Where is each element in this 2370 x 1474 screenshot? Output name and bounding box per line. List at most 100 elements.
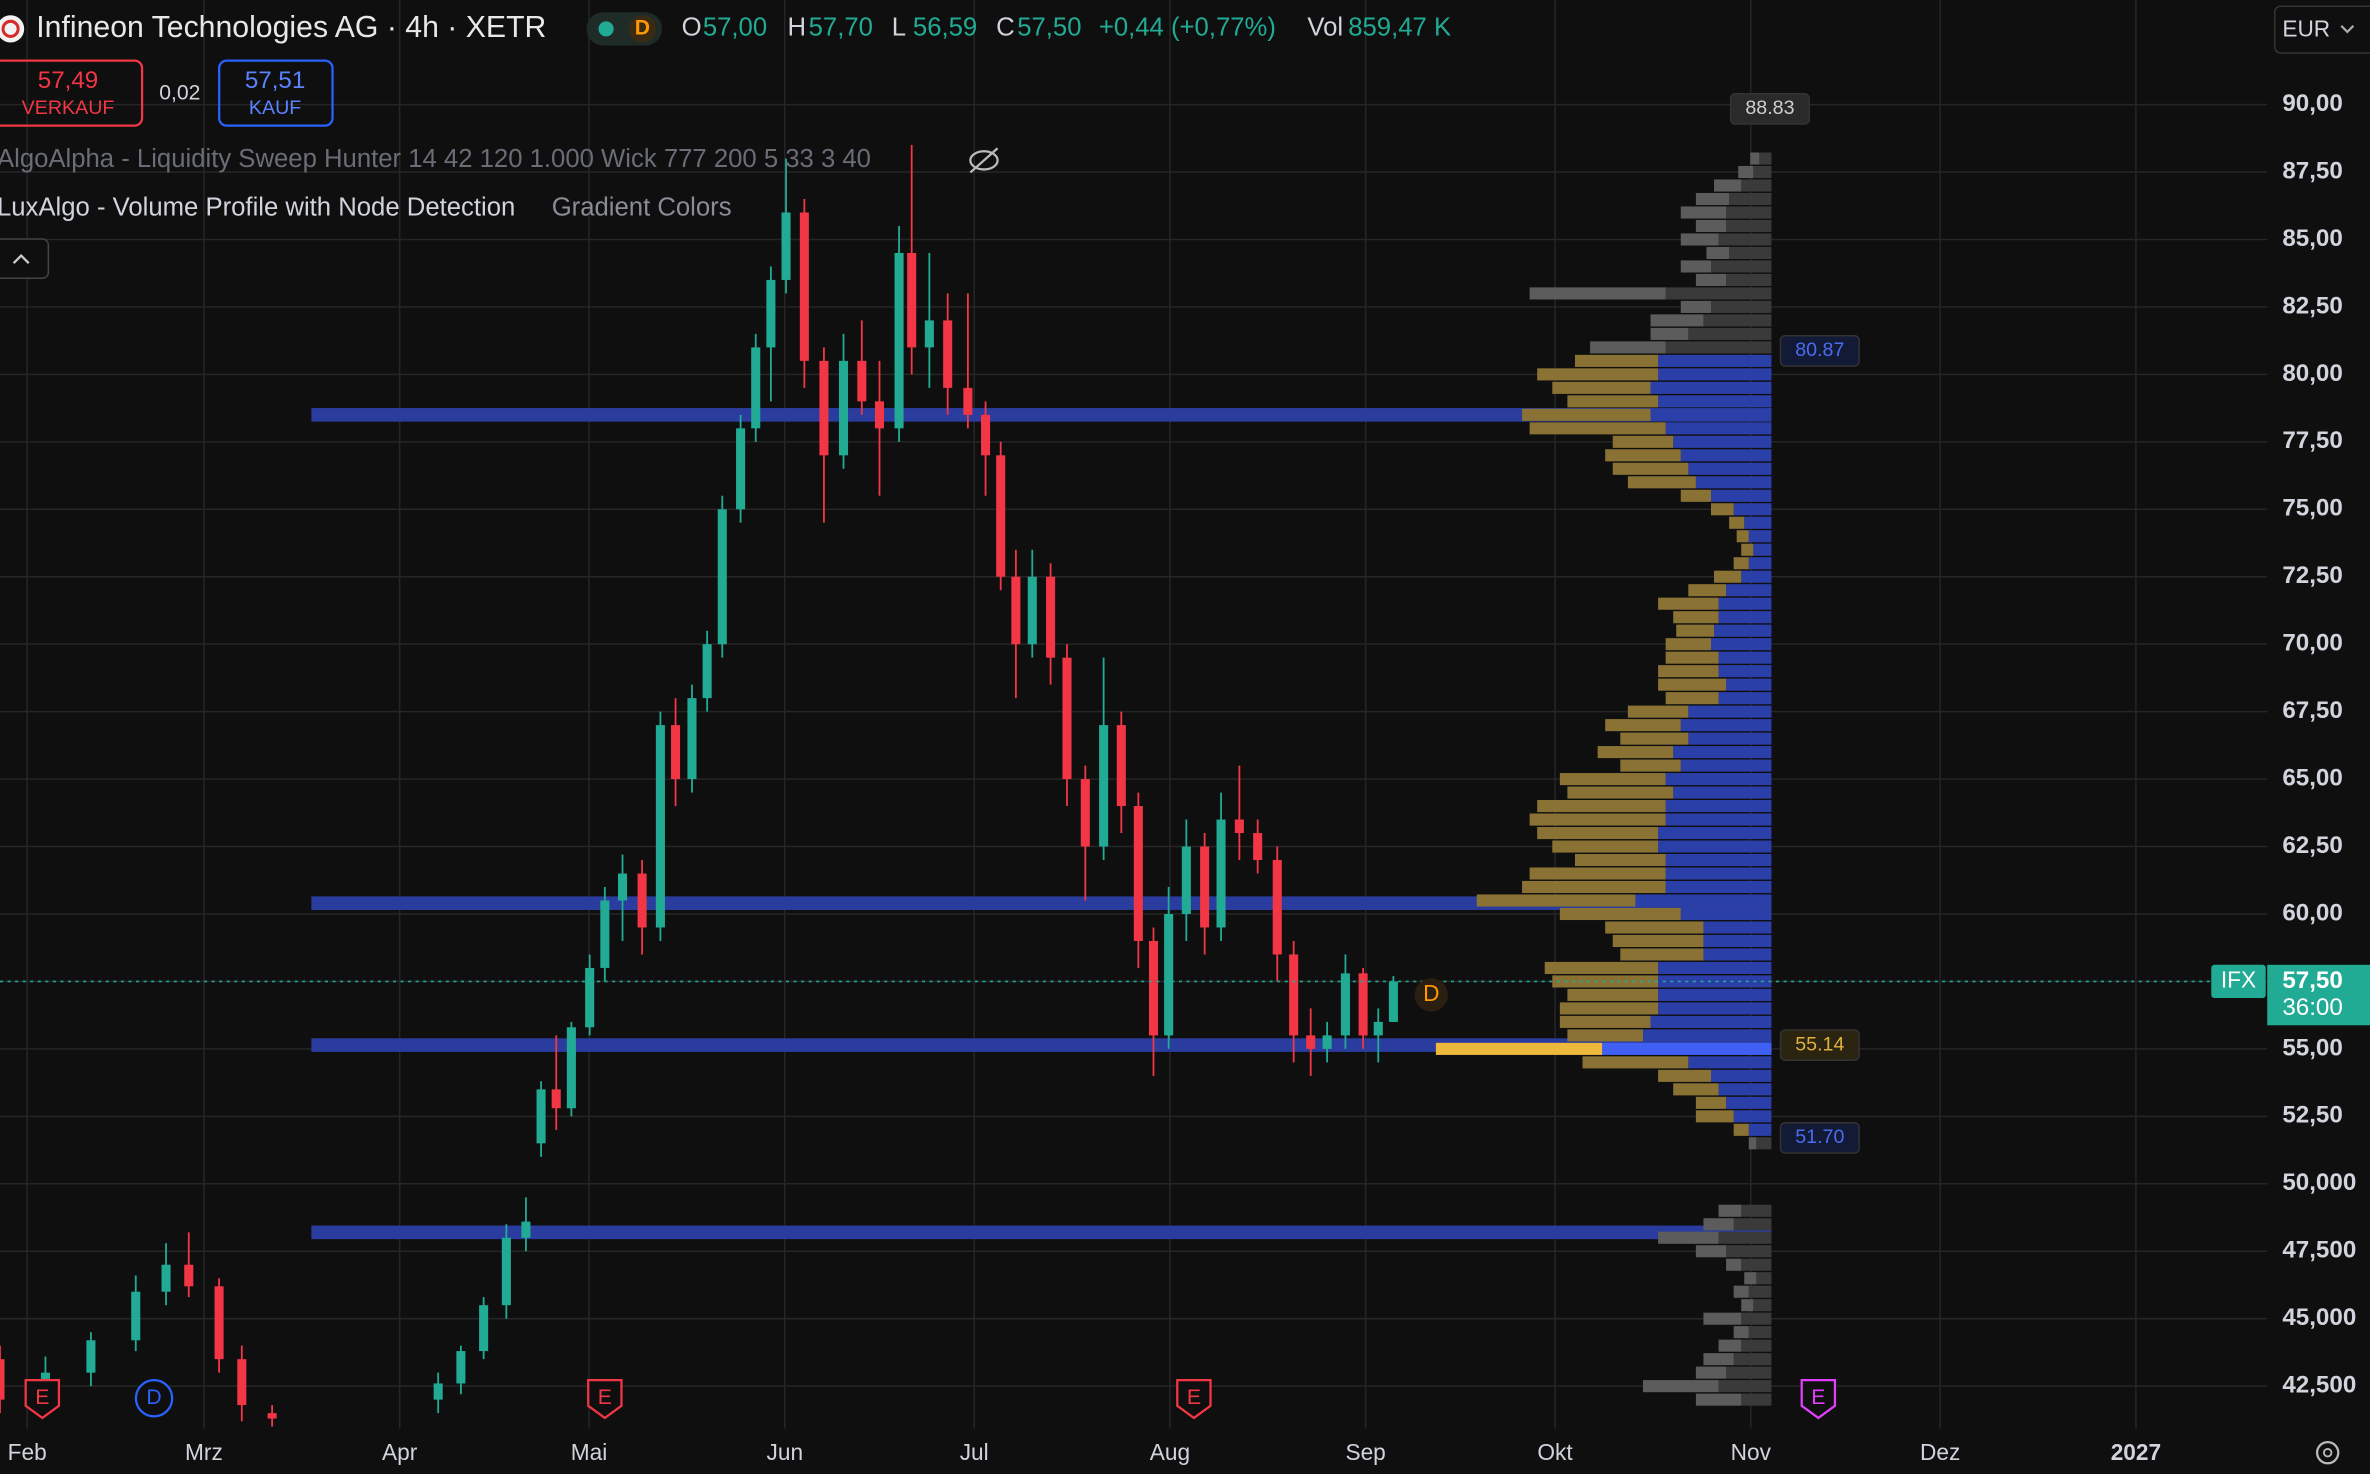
profile-down <box>1673 1083 1719 1096</box>
profile-down <box>1733 557 1749 570</box>
candle-body <box>1181 846 1191 914</box>
profile-up <box>1703 314 1772 327</box>
sell-button[interactable] <box>0 59 144 127</box>
profile-up <box>1680 907 1772 921</box>
level-tag-label: 51.70 <box>1795 1126 1844 1148</box>
node-line <box>311 1225 1772 1240</box>
profile-up <box>1642 1029 1772 1042</box>
candle-body <box>1148 940 1159 1036</box>
profile-up <box>1753 543 1772 556</box>
x-tick-label: Mai <box>571 1439 608 1465</box>
profile-up <box>1680 759 1772 772</box>
candle-body <box>551 1089 561 1109</box>
candle-body <box>736 428 746 510</box>
profile-down <box>1529 867 1666 880</box>
event-marker <box>1800 1379 1837 1420</box>
x-tick-label: Jul <box>960 1439 989 1465</box>
y-tick-label: 77,50 <box>2282 427 2342 454</box>
profile-up <box>1718 1380 1772 1393</box>
profile-up <box>1741 1258 1772 1271</box>
last-price-label: 57,50 <box>2282 967 2342 994</box>
y-tick-label: 42,500 <box>2282 1372 2356 1399</box>
profile-down <box>1537 368 1659 381</box>
candle-body <box>924 320 934 348</box>
symbol-tag <box>2211 964 2266 999</box>
logo-mark <box>1 19 20 38</box>
candle-body <box>521 1221 531 1238</box>
profile-up <box>1718 665 1772 678</box>
ohlc-key: L <box>892 14 906 42</box>
candle-body <box>617 873 628 901</box>
profile-down <box>1688 584 1727 597</box>
profile-down <box>1612 934 1704 948</box>
settings-icon[interactable] <box>2315 1440 2340 1465</box>
candle-body <box>751 347 761 429</box>
spread: 0,02 <box>159 81 200 104</box>
profile-down <box>1605 449 1681 462</box>
profile-down <box>1718 1339 1742 1352</box>
x-tick-label: Sep <box>1345 1439 1385 1465</box>
hide-icon[interactable] <box>969 147 999 174</box>
profile-down <box>1650 327 1689 340</box>
profile-down <box>1695 273 1727 286</box>
symbol-title: Infineon Technologies AG · 4h · XETR <box>36 11 546 44</box>
profile-up <box>1718 597 1772 610</box>
profile-up <box>1703 934 1772 948</box>
buy-price: 57,51 <box>245 67 306 94</box>
level-tag-label: 88.83 <box>1745 97 1794 119</box>
candle-body <box>86 1340 96 1373</box>
profile-up <box>1718 1231 1772 1244</box>
profile-up <box>1741 570 1772 583</box>
profile-down <box>1695 192 1730 206</box>
y-tick-label: 45,000 <box>2282 1304 2356 1331</box>
buy-label: KAUF <box>249 97 301 119</box>
profile-down <box>1642 1380 1719 1393</box>
profile-down <box>1612 435 1674 448</box>
candle-body <box>1373 1021 1383 1036</box>
profile-down <box>1627 705 1689 718</box>
profile-down <box>1695 219 1727 233</box>
candle-body <box>655 725 665 928</box>
profile-up <box>1650 1015 1772 1028</box>
candle-body <box>1200 846 1210 928</box>
candle-body <box>433 1383 443 1400</box>
candle-body <box>799 212 809 361</box>
profile-down <box>1729 516 1745 529</box>
ohlc-value: 57,50 <box>1017 14 1081 42</box>
candle-body <box>981 414 991 456</box>
candle-body <box>0 1359 5 1400</box>
currency-button[interactable] <box>2274 5 2370 54</box>
profile-up <box>1718 611 1772 624</box>
countdown: 36:00 <box>2282 994 2342 1021</box>
profile-down <box>1529 813 1666 826</box>
candle-body <box>1272 860 1282 955</box>
volume-value: 859,47 K <box>1348 14 1451 42</box>
profile-down <box>1650 314 1704 327</box>
x-tick-label: Dez <box>1920 1439 1960 1465</box>
candle-body <box>819 360 829 456</box>
candle-body <box>1099 725 1109 847</box>
profile-down <box>1741 1299 1754 1312</box>
candle-body <box>963 387 973 415</box>
profile-down <box>1559 1015 1651 1028</box>
profile-up <box>1673 435 1772 448</box>
profile-down <box>1658 1069 1711 1082</box>
x-tick-label: Feb <box>8 1439 47 1465</box>
candle-body <box>566 1027 576 1109</box>
candle-body <box>1358 973 1368 1036</box>
profile-up <box>1710 489 1772 502</box>
profile-down <box>1605 921 1704 934</box>
y-tick-label: 72,50 <box>2282 562 2342 589</box>
profile-down <box>1582 1056 1689 1069</box>
x-tick-label: 2027 <box>2111 1439 2161 1465</box>
profile-down <box>1736 530 1749 543</box>
profile-down <box>1665 692 1719 705</box>
profile-up <box>1759 152 1772 165</box>
profile-up <box>1718 1083 1772 1096</box>
indicator-name: LuxAlgo - Volume Profile with Node Detec… <box>0 194 515 222</box>
profile-up <box>1688 462 1772 475</box>
profile-up <box>1658 354 1772 367</box>
buy-button[interactable] <box>218 59 334 127</box>
